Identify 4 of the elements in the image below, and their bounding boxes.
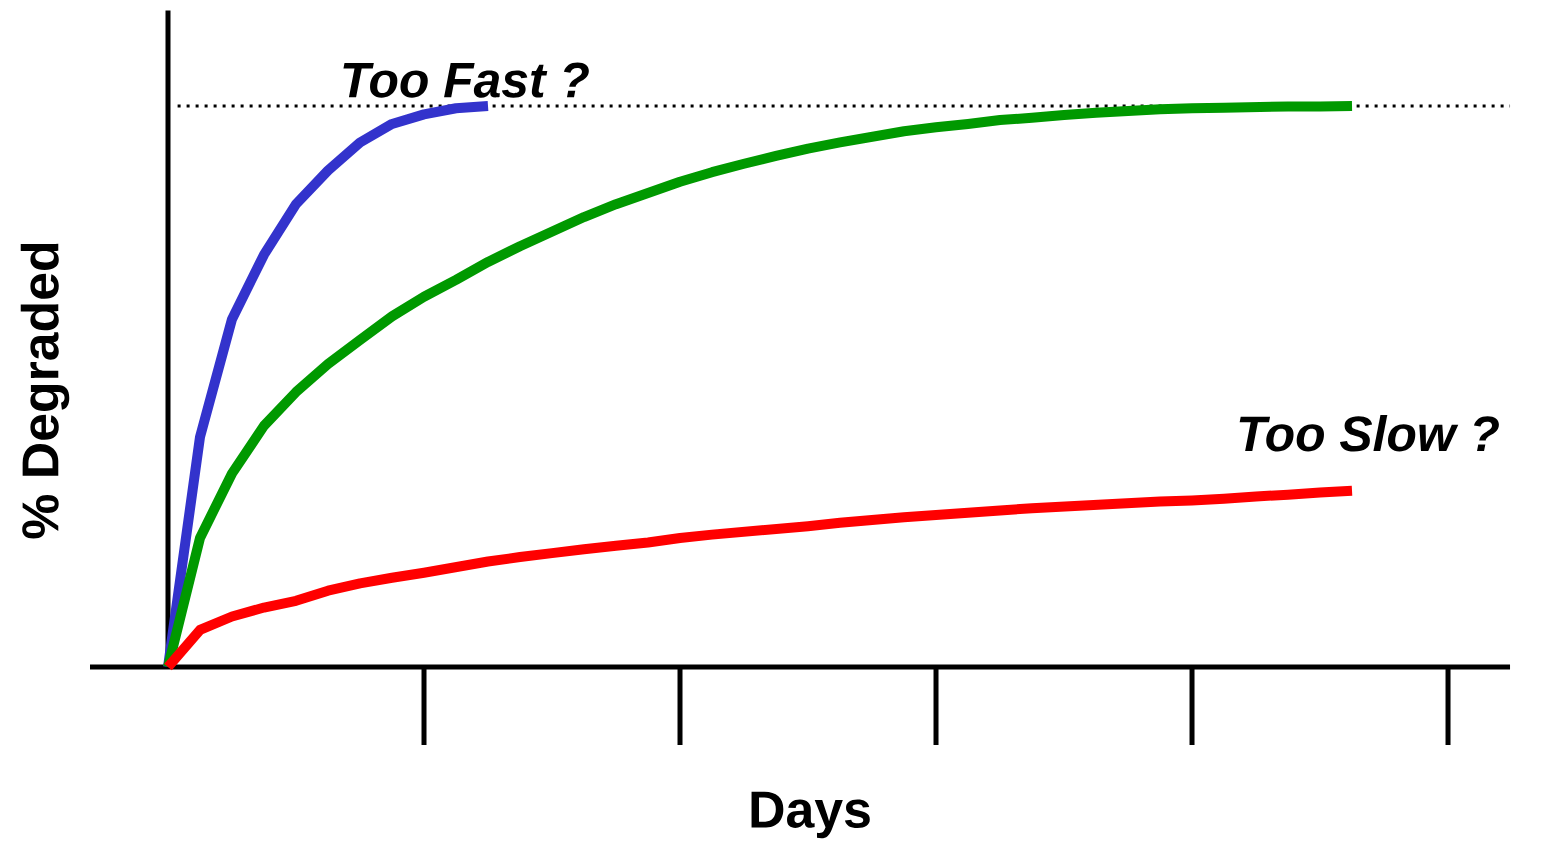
annotation: Too Slow ? xyxy=(1239,414,1499,452)
x-axis-title: Days xyxy=(751,791,870,839)
y-axis-title: % Degraded xyxy=(20,243,70,539)
text: Too Fast ? xyxy=(343,62,589,98)
